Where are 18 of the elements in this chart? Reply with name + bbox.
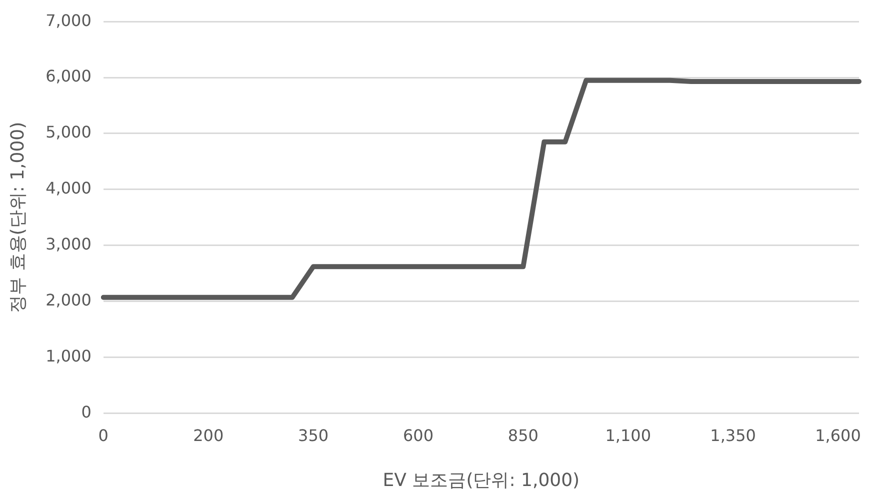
x-tick-label: 350 xyxy=(298,426,329,445)
y-tick-label: 4,000 xyxy=(46,178,92,198)
y-axis-title: 정부 효용(단위: 1,000) xyxy=(7,122,28,313)
x-tick-label: 1,600 xyxy=(815,426,861,445)
x-tick-label: 850 xyxy=(508,426,538,445)
x-tick-label: 1,100 xyxy=(605,426,652,445)
x-tick-label: 1,350 xyxy=(710,426,756,445)
y-tick-label: 3,000 xyxy=(46,234,92,254)
x-tick-label: 0 xyxy=(98,426,108,445)
y-tick-label: 2,000 xyxy=(46,290,92,310)
x-tick-label: 600 xyxy=(402,426,434,445)
y-tick-label: 1,000 xyxy=(46,346,92,366)
y-tick-label: 0 xyxy=(81,402,92,422)
x-axis-title: EV 보조금(단위: 1,000) xyxy=(382,470,580,491)
x-tick-label: 200 xyxy=(193,426,224,445)
y-tick-label: 7,000 xyxy=(46,10,92,30)
y-tick-label: 6,000 xyxy=(46,66,92,86)
y-tick-label: 5,000 xyxy=(46,122,92,142)
